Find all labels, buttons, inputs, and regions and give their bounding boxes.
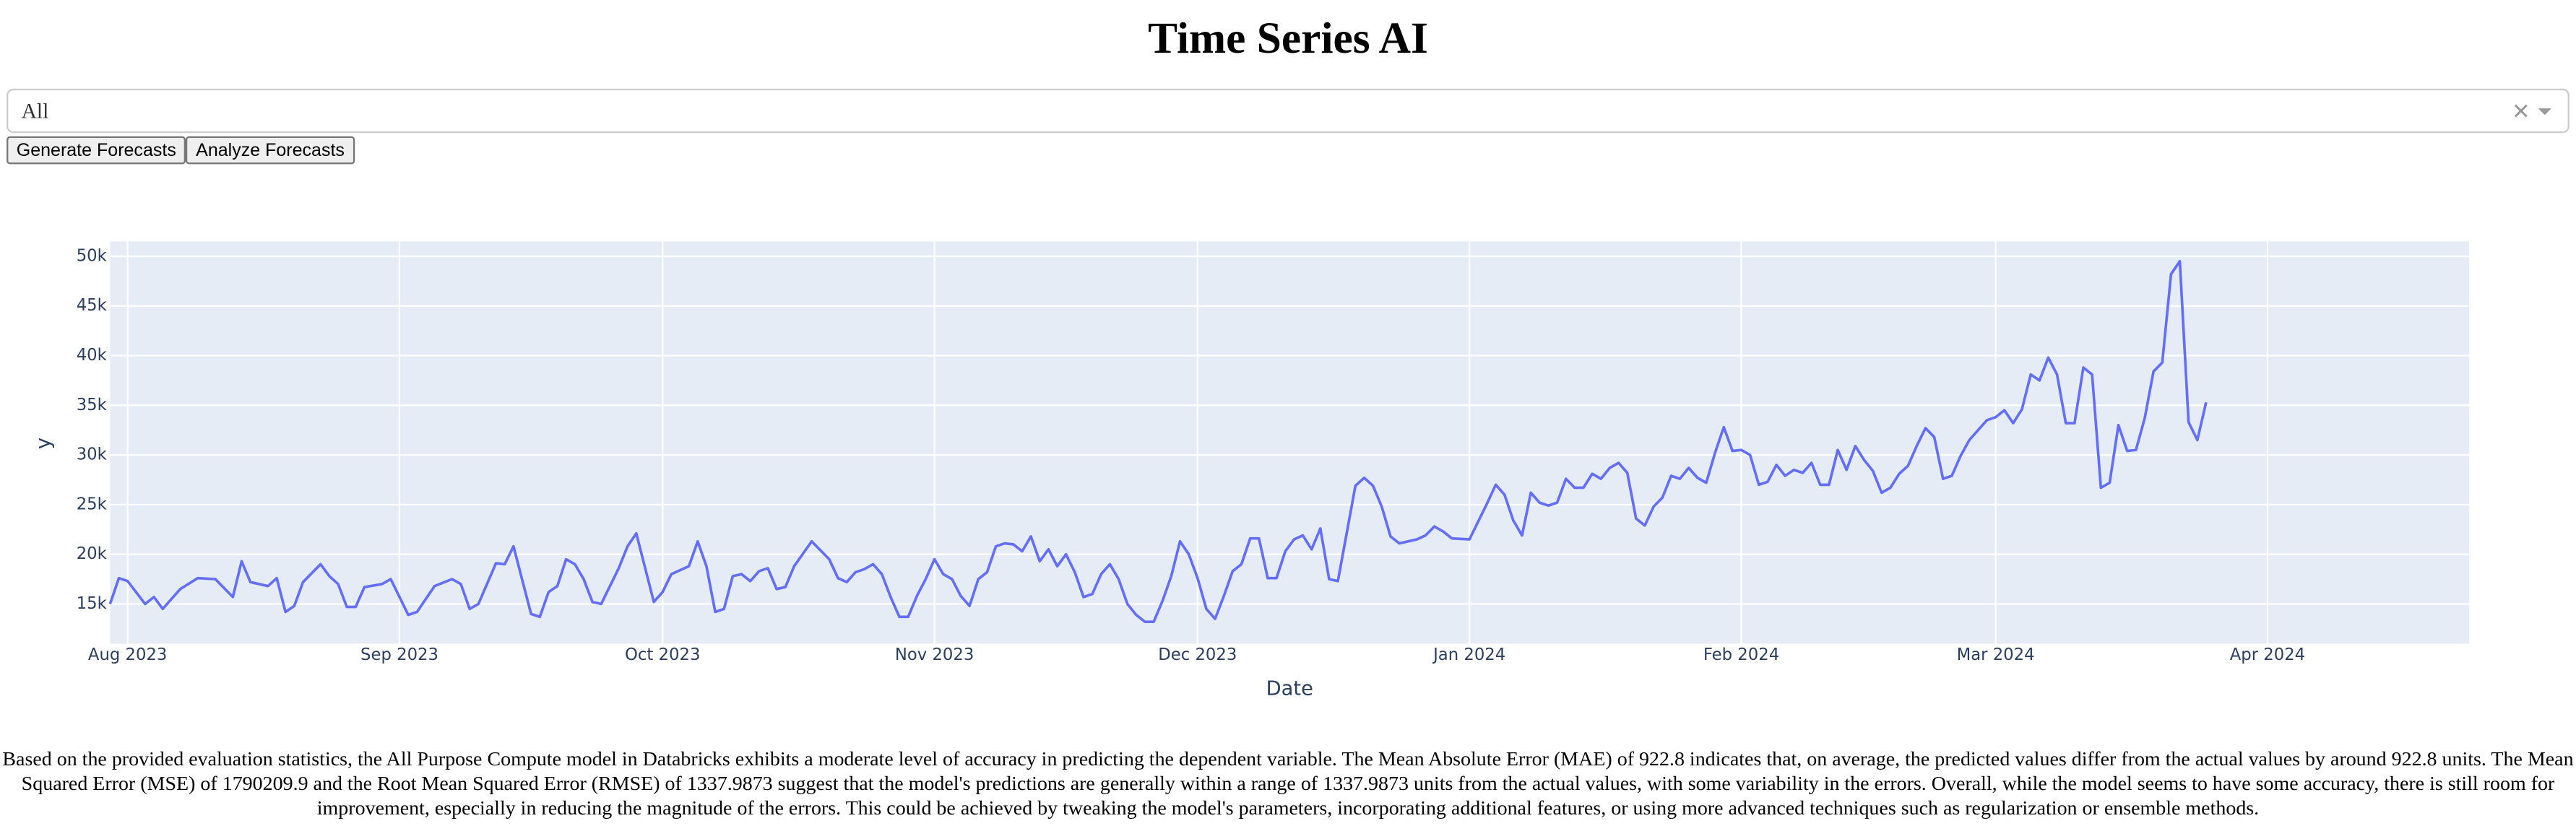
y-tick-label: 15k <box>77 594 108 613</box>
x-tick-label: Nov 2023 <box>895 645 974 664</box>
button-row: Generate Forecasts Analyze Forecasts <box>7 136 355 165</box>
y-axis-title: y <box>33 438 55 449</box>
analyze-button[interactable]: Analyze Forecasts <box>186 136 355 165</box>
y-tick-label: 20k <box>77 544 108 563</box>
x-tick-label: Dec 2023 <box>1158 645 1237 664</box>
dropdown-icons <box>2514 104 2551 118</box>
x-tick-label: Apr 2024 <box>2230 645 2305 664</box>
chart: Date y 15k 20k 25k 30k 35k 40k 45k 50k Aug 2023 S… <box>33 241 2470 700</box>
x-tick-label: Oct 2023 <box>625 645 700 664</box>
x-axis-title: Date <box>1266 678 1313 700</box>
arrow-icon[interactable] <box>2538 108 2551 116</box>
y-tick-label: 45k <box>77 296 108 315</box>
generate-button[interactable]: Generate Forecasts <box>7 136 186 165</box>
plot-background <box>110 241 2470 644</box>
y-tick-label: 25k <box>77 495 108 513</box>
dropdown-value: All <box>21 98 49 123</box>
y-tick-label: 30k <box>77 445 108 464</box>
x-tick-label: Jan 2024 <box>1432 645 1505 664</box>
x-tick-label: Aug 2023 <box>88 645 167 664</box>
dropdown[interactable]: All <box>7 88 2569 134</box>
data-line <box>108 260 2208 624</box>
summary-text: Based on the provided evaluation statist… <box>2 747 2574 820</box>
clear-icon[interactable] <box>2514 104 2528 118</box>
y-tick-label: 50k <box>77 246 108 265</box>
y-tick-label: 35k <box>77 396 108 414</box>
y-tick-label: 40k <box>77 346 108 365</box>
page-title: Time Series AI <box>1148 13 1428 63</box>
x-tick-label: Sep 2023 <box>360 645 438 664</box>
x-tick-label: Mar 2024 <box>1957 645 2035 664</box>
x-tick-label: Feb 2024 <box>1703 645 1779 664</box>
